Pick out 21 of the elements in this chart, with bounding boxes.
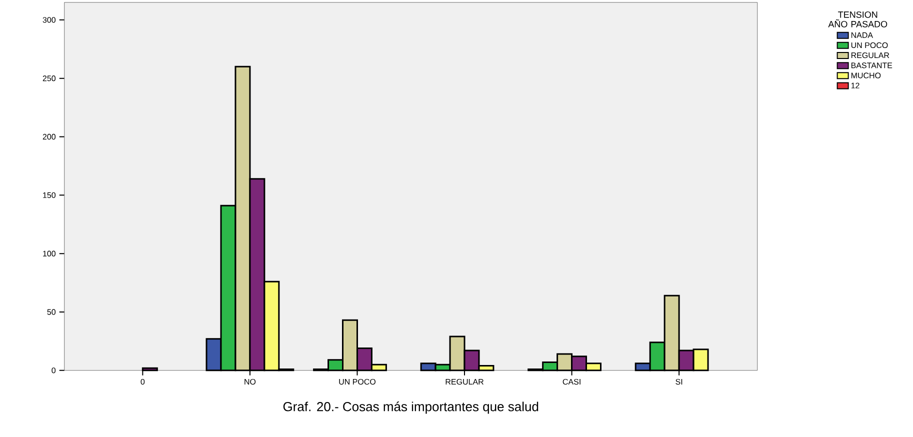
x-tick-label: REGULAR [446,378,484,385]
y-tick-label: 50 [47,309,56,315]
legend-label: MUCHO [851,72,881,78]
y-tick-label: 100 [43,250,56,256]
legend-label: REGULAR [851,52,890,58]
legend-label: NADA [851,32,874,38]
legend-label: 12 [851,82,860,88]
x-tick-label: NO [244,378,256,385]
y-tick-label: 200 [42,134,56,140]
legend-label: BASTANTE [851,62,892,68]
y-tick-label: 250 [42,76,56,82]
x-tick-label: 0 [140,378,145,385]
x-tick-label: UN POCO [339,378,376,385]
y-tick-label: 0 [52,368,56,374]
text: Graf. 20.- Cosas más importantes que salud [283,402,538,414]
y-tick-label: 150 [43,192,56,198]
legend-label: UN POCO [851,42,888,48]
y-tick-label: 300 [42,17,56,23]
x-tick-label: SI [676,378,682,385]
legend-title: TENSION AÑO PASADO [828,11,888,28]
x-tick-label: CASI [562,378,580,385]
